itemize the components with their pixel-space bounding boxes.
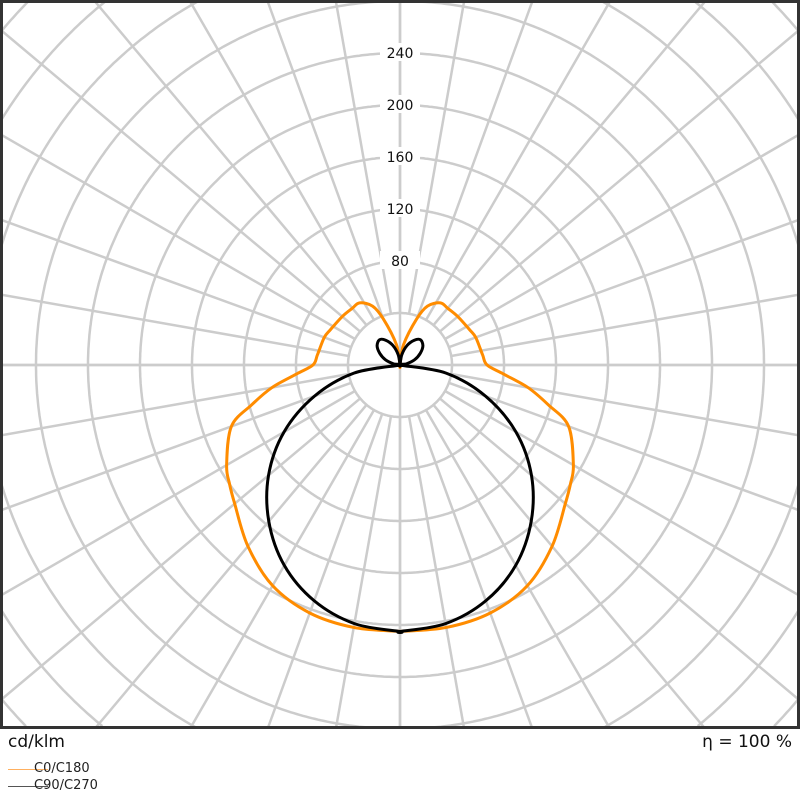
- tick-bg: [380, 43, 420, 61]
- grid-spoke: [0, 372, 350, 437]
- plot-area: 80 120 160 200 240: [0, 0, 800, 728]
- grid-spoke: [0, 28, 361, 333]
- grid-spoke: [416, 413, 534, 728]
- series-curve-c90-c270: [265, 337, 535, 634]
- grid-spoke: [92, 0, 368, 326]
- grid-spoke: [265, 0, 384, 317]
- grid-spoke: [94, 404, 368, 728]
- tick-bg: [380, 199, 420, 217]
- legend-swatch-c0: [8, 769, 48, 770]
- legend-c90: C90/C270: [34, 778, 98, 793]
- plot-frame: [0, 0, 800, 729]
- grid-spoke: [439, 397, 800, 702]
- grid-spoke: [424, 409, 611, 728]
- grid-spoke: [189, 409, 376, 728]
- grid-spoke: [334, 415, 393, 728]
- legend-swatch-c90: [8, 786, 48, 787]
- grid-spoke: [188, 0, 376, 321]
- tick-bg: [380, 95, 420, 113]
- grid-spoke: [266, 413, 384, 728]
- grid-spoke: [450, 372, 800, 437]
- radial-tick-label: 120: [387, 202, 414, 218]
- grid-spoke: [0, 389, 356, 598]
- grid-ring: [0, 0, 800, 728]
- efficiency-label: η = 100 %: [702, 732, 792, 752]
- grid-ring: [34, 0, 766, 728]
- unit-label: cd/klm: [8, 732, 65, 752]
- grid-spoke: [432, 0, 708, 326]
- radial-tick-label: 160: [387, 150, 414, 166]
- grid-spoke: [424, 0, 612, 321]
- grid-spoke: [448, 218, 800, 349]
- grid-ring: [0, 0, 800, 728]
- grid-spoke: [432, 404, 706, 728]
- grid-ring: [0, 0, 800, 728]
- legend-c0: C0/C180: [34, 761, 90, 776]
- grid-spoke: [0, 132, 356, 341]
- grid-spoke: [444, 389, 800, 598]
- tick-bg: [380, 251, 420, 269]
- grid-spoke: [407, 415, 466, 728]
- tick-bg: [380, 147, 420, 165]
- grid-spoke: [439, 28, 800, 333]
- grid-spoke: [444, 132, 800, 341]
- radial-tick-label: 240: [387, 46, 414, 62]
- grid-spoke: [416, 0, 535, 317]
- radial-tick-label: 200: [387, 98, 414, 114]
- grid-spoke: [0, 397, 361, 702]
- grid-spoke: [450, 293, 800, 358]
- grid-spoke: [0, 293, 350, 358]
- grid-spoke: [0, 218, 352, 349]
- grid-spoke: [448, 381, 800, 512]
- radial-tick-label: 80: [391, 254, 409, 270]
- grid-spoke: [0, 381, 352, 512]
